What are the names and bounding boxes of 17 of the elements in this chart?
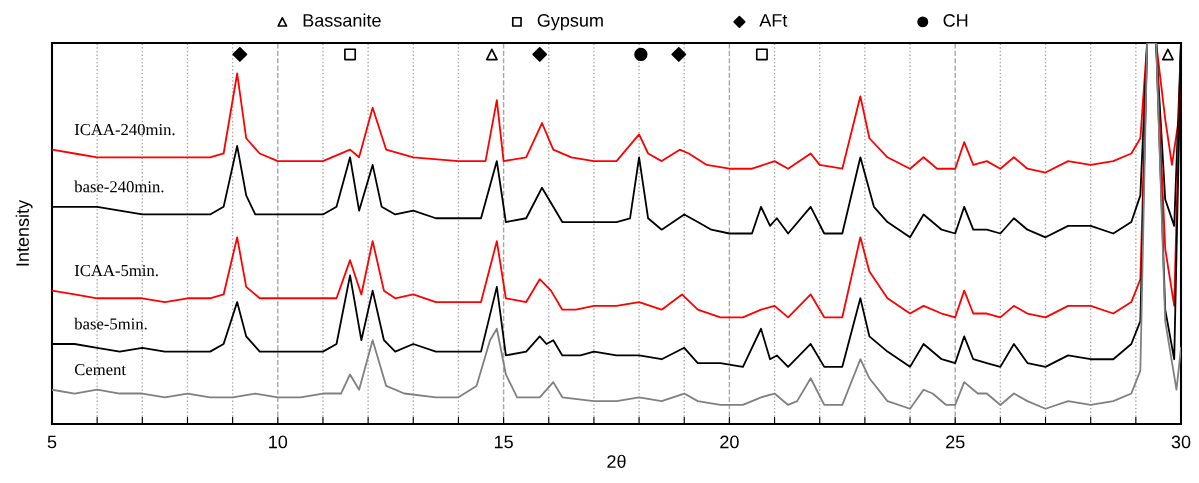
series-label: ICAA-240min. bbox=[74, 123, 175, 136]
x-axis-title: 2θ bbox=[607, 454, 626, 468]
series-label: base-240min. bbox=[74, 180, 164, 193]
y-axis-title: Intensity bbox=[15, 199, 33, 266]
series-label: Cement bbox=[74, 364, 126, 376]
x-tick-label: 25 bbox=[946, 435, 965, 449]
x-tick-label: 20 bbox=[720, 435, 739, 449]
x-tick-label: 15 bbox=[494, 435, 513, 449]
series-label: base-5min. bbox=[74, 317, 147, 330]
x-tick-label: 30 bbox=[1171, 435, 1191, 449]
legend-label: AFt bbox=[759, 14, 788, 27]
legend-label: CH bbox=[943, 14, 968, 27]
x-tick-label: 5 bbox=[47, 435, 57, 449]
legend-label: Gypsum bbox=[537, 14, 603, 31]
legend-label: Bassanite bbox=[303, 13, 381, 27]
x-tick-label: 10 bbox=[269, 435, 288, 449]
series-label: ICAA-5min. bbox=[74, 264, 158, 277]
